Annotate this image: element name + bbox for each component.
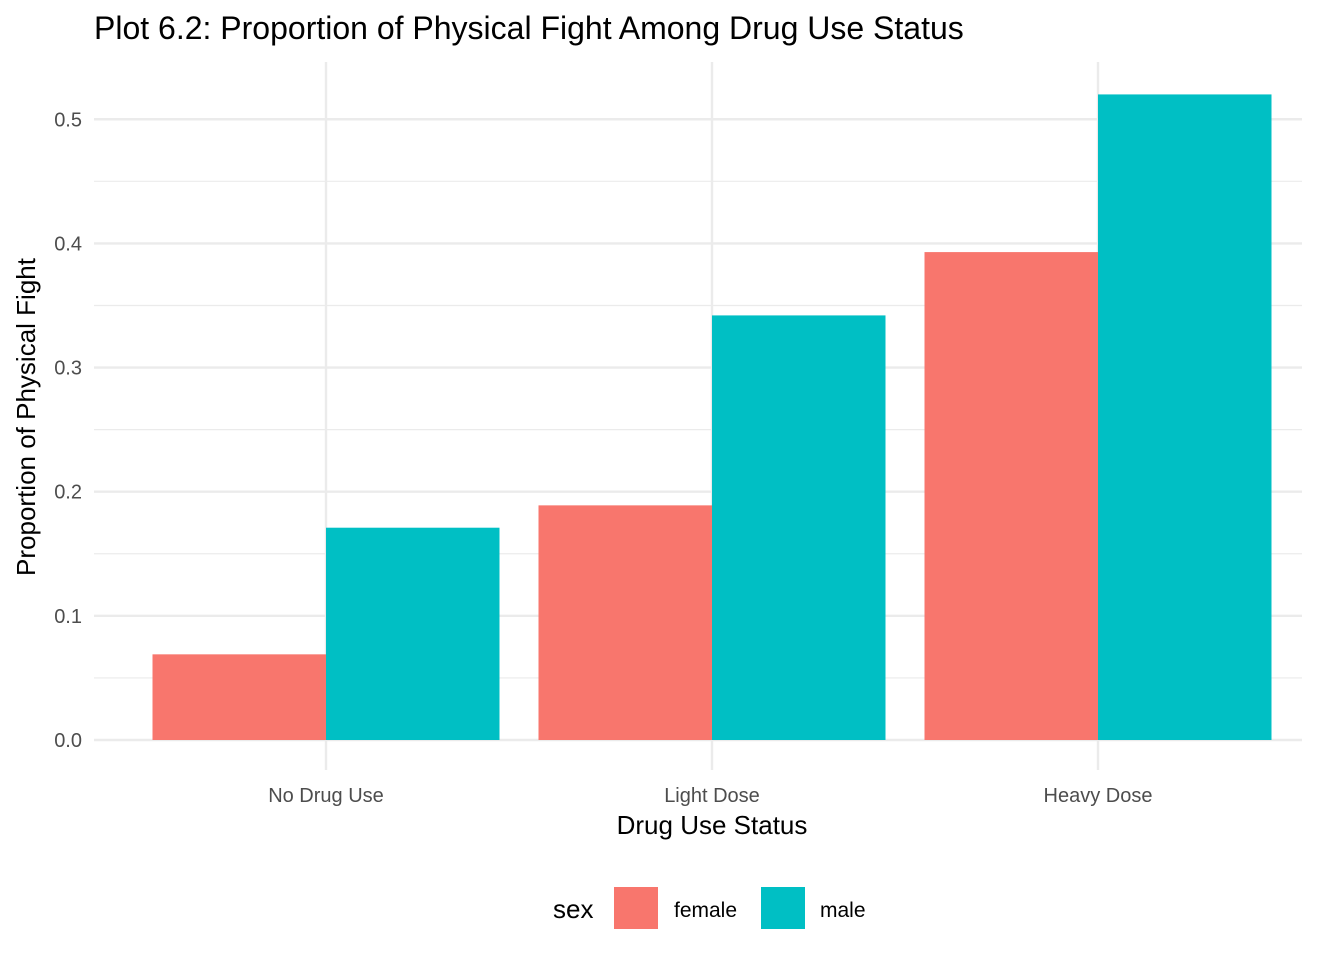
- chart-title: Plot 6.2: Proportion of Physical Fight A…: [94, 10, 964, 46]
- y-tick-label: 0.0: [54, 730, 82, 752]
- bar-male-2: [1098, 94, 1272, 741]
- legend-swatch-male: [761, 887, 805, 929]
- y-tick-label: 0.5: [54, 109, 82, 131]
- x-axis-title: Drug Use Status: [617, 810, 808, 840]
- legend-label-female: female: [674, 899, 737, 922]
- bar-female-2: [924, 252, 1098, 740]
- x-tick-labels: No Drug Use Light Dose Heavy Dose: [268, 785, 1152, 807]
- y-tick-labels: 0.0 0.1 0.2 0.3 0.4 0.5: [54, 109, 82, 752]
- y-tick-label: 0.2: [54, 482, 82, 504]
- bar-male-0: [326, 527, 500, 740]
- legend-title: sex: [553, 894, 593, 924]
- x-tick-label: Heavy Dose: [1044, 785, 1153, 807]
- y-tick-label: 0.3: [54, 358, 82, 380]
- legend-swatch-female: [614, 887, 658, 929]
- y-tick-label: 0.1: [54, 606, 82, 628]
- bar-female-0: [152, 654, 326, 740]
- bar-female-1: [538, 505, 712, 740]
- y-axis-title: Proportion of Physical Fight: [11, 257, 41, 576]
- x-tick-label: No Drug Use: [268, 785, 384, 807]
- bars: [152, 94, 1272, 741]
- x-tick-label: Light Dose: [664, 785, 760, 807]
- legend: sex female male: [553, 887, 866, 929]
- bar-male-1: [712, 315, 886, 740]
- y-tick-label: 0.4: [54, 233, 82, 255]
- legend-label-male: male: [820, 899, 866, 922]
